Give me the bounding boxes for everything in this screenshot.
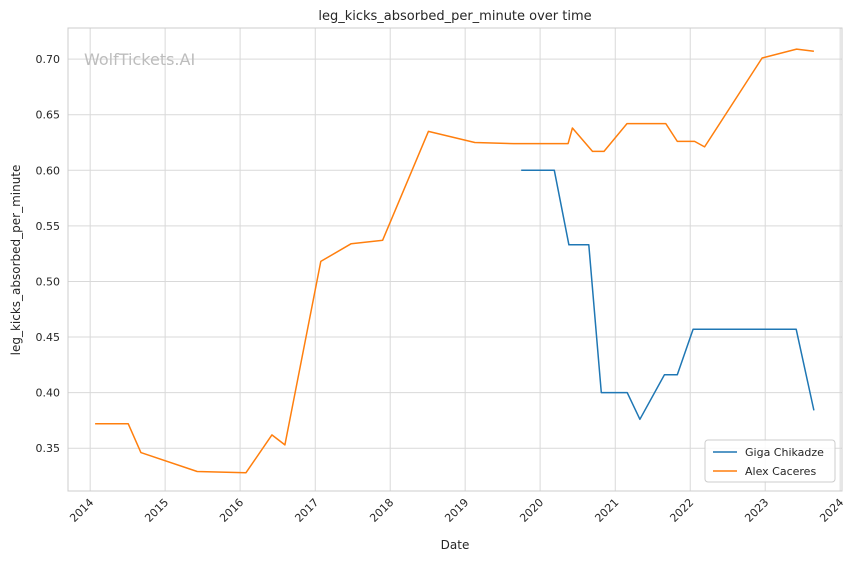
y-axis-label: leg_kicks_absorbed_per_minute [9, 165, 23, 356]
y-tick-label: 0.55 [36, 220, 61, 233]
series-line-giga-chikadze [521, 169, 815, 421]
legend-label: Alex Caceres [745, 465, 816, 478]
grid [68, 28, 842, 491]
y-tick-label: 0.35 [36, 442, 61, 455]
plot-area [68, 28, 842, 491]
y-tick-label: 0.45 [36, 331, 61, 344]
y-tick-labels: 0.35 0.40 0.45 0.50 0.55 0.60 0.65 0.70 [36, 53, 61, 455]
y-tick-label: 0.60 [36, 164, 61, 177]
legend-box [704, 439, 836, 483]
y-tick-label: 0.50 [36, 275, 61, 288]
chart-title: leg_kicks_absorbed_per_minute over time [318, 9, 591, 24]
series-line-alex-caceres [95, 48, 814, 474]
plot-frame [67, 27, 843, 492]
x-axis-label: Date [441, 538, 470, 552]
legend-label: Giga Chikadze [745, 446, 824, 459]
series-lines [95, 48, 815, 474]
legend: Giga Chikadze Alex Caceres [704, 439, 836, 483]
y-tick-label: 0.65 [36, 109, 61, 122]
y-tick-label: 0.70 [36, 53, 61, 66]
y-tick-label: 0.40 [36, 387, 61, 400]
watermark: WolfTickets.AI [84, 50, 195, 69]
